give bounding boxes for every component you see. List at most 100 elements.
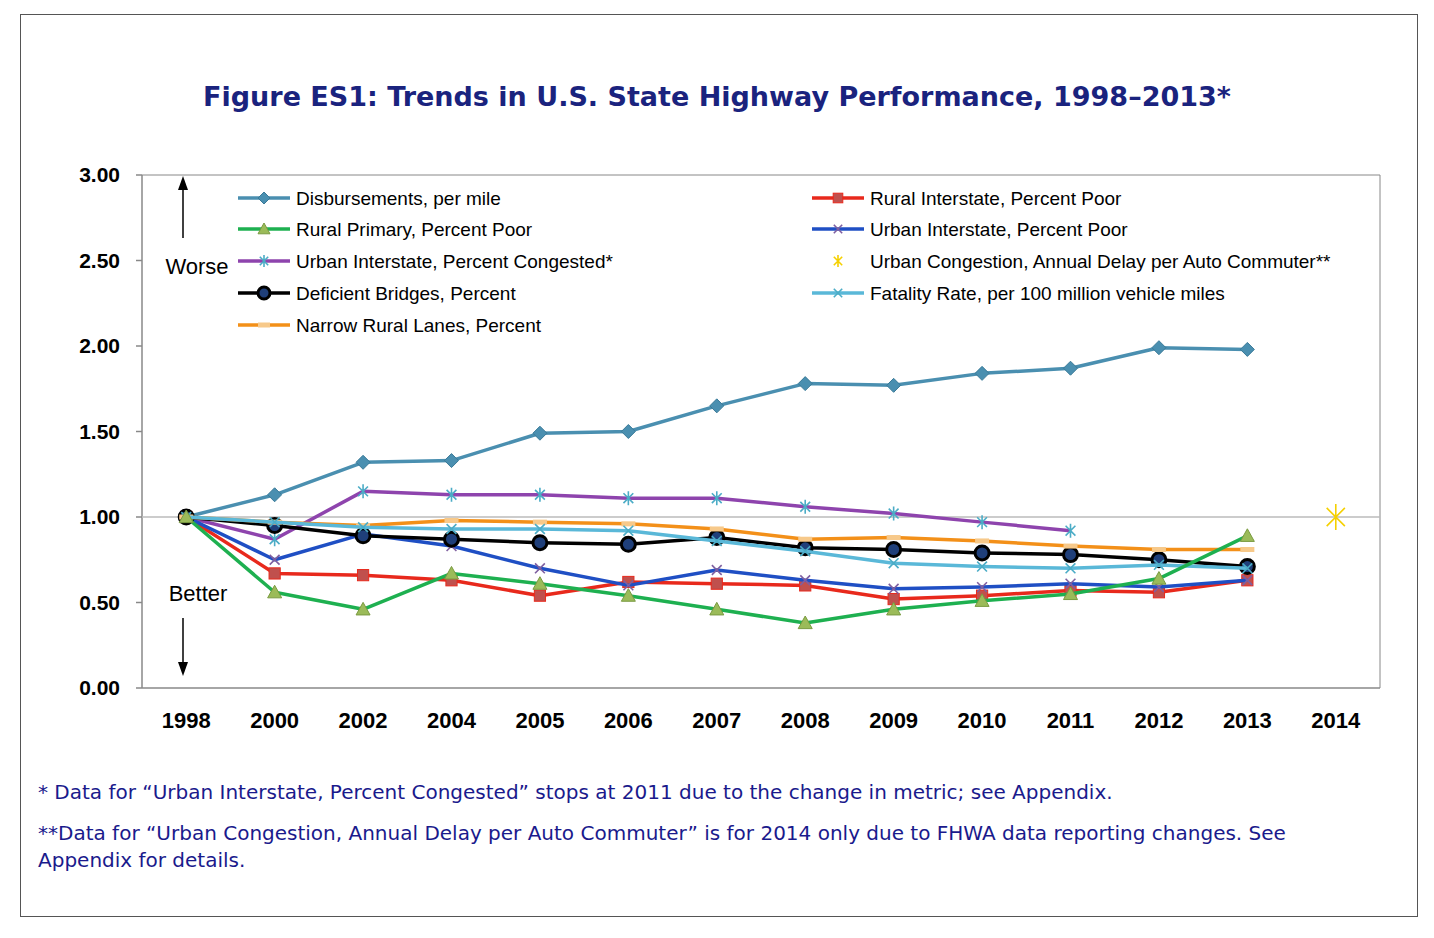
marker [889, 584, 899, 594]
x-tick-label: 2009 [869, 708, 918, 733]
y-tick-label: 1.50 [79, 420, 120, 443]
legend-item: Urban Interstate, Percent Congested* [238, 251, 613, 272]
marker [356, 529, 370, 543]
x-axis [142, 687, 1380, 689]
legend-item: Narrow Rural Lanes, Percent [238, 315, 542, 336]
legend-label: Disbursements, per mile [296, 188, 501, 209]
marker [533, 520, 547, 525]
y-tick-label: 0.00 [79, 676, 120, 699]
marker [833, 193, 843, 203]
y-tick [136, 687, 142, 689]
series [181, 512, 1252, 594]
y-tick-label: 0.50 [79, 591, 120, 614]
y-tick [136, 260, 142, 262]
x-tick-label: 2005 [515, 708, 564, 733]
series [179, 515, 1254, 552]
marker [1240, 529, 1254, 542]
legend-label: Fatality Rate, per 100 million vehicle m… [870, 283, 1225, 304]
plot-border [1380, 175, 1381, 688]
legend-label: Deficient Bridges, Percent [296, 283, 516, 304]
y-tick-label: 1.00 [79, 505, 120, 528]
series-line [186, 517, 1247, 568]
marker [1242, 563, 1252, 573]
marker [798, 616, 812, 629]
marker [1066, 524, 1076, 538]
marker [1064, 548, 1078, 562]
series-line [186, 348, 1247, 517]
marker [887, 602, 901, 615]
marker [711, 578, 722, 589]
marker [710, 399, 724, 413]
marker [834, 225, 842, 233]
legend-item: Rural Primary, Percent Poor [238, 219, 533, 240]
legend-label: Urban Interstate, Percent Congested* [296, 251, 613, 272]
x-tick-label: 2012 [1134, 708, 1183, 733]
marker [887, 542, 901, 556]
legend-label: Narrow Rural Lanes, Percent [296, 315, 542, 336]
marker [975, 366, 989, 380]
marker [533, 536, 547, 550]
legend-item: Deficient Bridges, Percent [238, 283, 516, 304]
y-tick [136, 174, 142, 176]
x-tick-label: 2004 [427, 708, 477, 733]
marker [834, 289, 842, 297]
y-tick [136, 345, 142, 347]
marker [533, 577, 547, 590]
marker [889, 558, 899, 568]
y-tick-label: 3.00 [79, 163, 120, 186]
series-line [186, 517, 1247, 599]
footnote: **Data for “Urban Congestion, Annual Del… [38, 820, 1368, 874]
marker [977, 582, 987, 592]
marker [1240, 547, 1254, 552]
x-tick-label: 2013 [1223, 708, 1272, 733]
y-tick-label: 2.00 [79, 334, 120, 357]
y-tick-label: 2.50 [79, 249, 120, 272]
marker [798, 537, 812, 542]
marker [623, 491, 633, 505]
x-tick-label: 2007 [692, 708, 741, 733]
footnote: * Data for “Urban Interstate, Percent Co… [38, 779, 1368, 806]
annotation: Worse [165, 254, 228, 279]
marker [1064, 587, 1078, 600]
marker [358, 484, 368, 498]
arrow-head [178, 176, 188, 190]
plot-border [142, 175, 1380, 176]
legend-line [238, 323, 290, 327]
marker [1152, 572, 1166, 585]
marker [258, 223, 270, 234]
legend-item: Disbursements, per mile [238, 188, 501, 209]
marker [1327, 504, 1345, 530]
marker [258, 287, 270, 299]
marker [269, 568, 280, 579]
x-tick-label: 2002 [339, 708, 388, 733]
marker [356, 455, 370, 469]
marker [800, 546, 810, 556]
series-line [186, 517, 1247, 623]
series-line [186, 517, 1247, 549]
series [179, 510, 1254, 574]
marker [975, 594, 989, 607]
marker [712, 491, 722, 505]
marker [258, 192, 270, 204]
y-tick [136, 516, 142, 518]
marker [445, 566, 459, 579]
marker [1066, 563, 1076, 573]
marker [445, 454, 459, 468]
marker [358, 522, 368, 532]
annotation: Better [169, 581, 228, 606]
marker [887, 535, 901, 540]
marker [535, 524, 545, 534]
plot-area [179, 341, 1345, 629]
marker [356, 602, 370, 615]
arrow-head [178, 662, 188, 676]
marker [260, 255, 268, 267]
x-tick-label: 2006 [604, 708, 653, 733]
marker [889, 507, 899, 521]
legend-label: Urban Congestion, Annual Delay per Auto … [870, 251, 1331, 272]
series [1327, 504, 1345, 530]
marker [834, 255, 842, 267]
marker [534, 590, 545, 601]
legend-item: Urban Congestion, Annual Delay per Auto … [834, 251, 1331, 272]
y-tick [136, 602, 142, 604]
series [181, 512, 1252, 573]
